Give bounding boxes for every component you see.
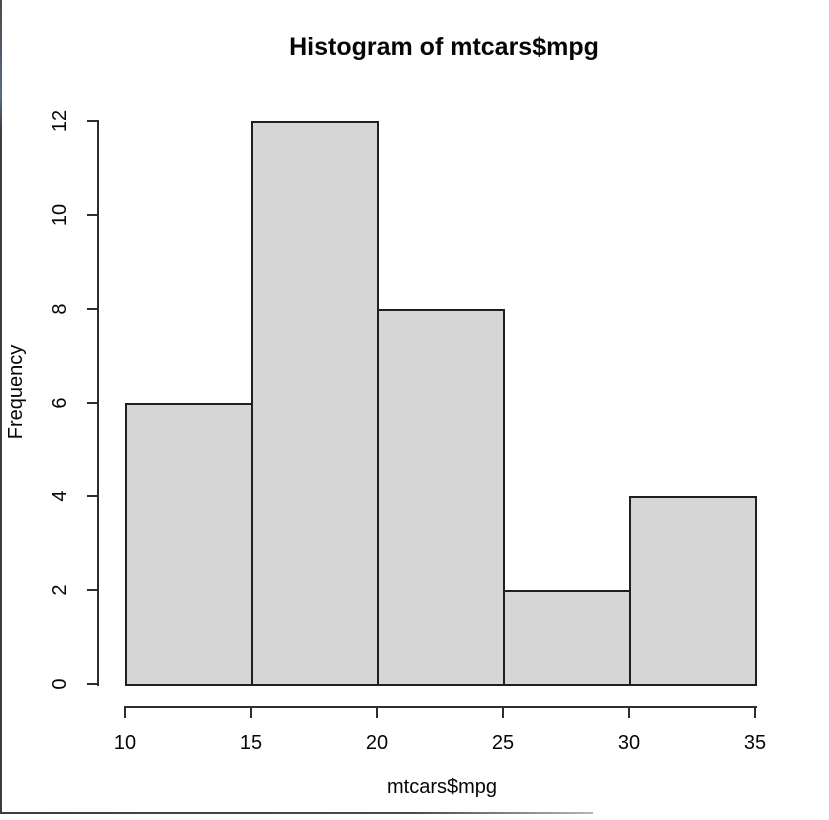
y-tick-label: 0 xyxy=(49,678,71,690)
y-tick-label: 6 xyxy=(49,397,71,409)
y-tick xyxy=(87,589,97,591)
y-axis-line xyxy=(97,120,99,686)
y-tick xyxy=(87,495,97,497)
x-tick xyxy=(502,708,504,718)
y-axis-title: Frequency xyxy=(5,344,27,440)
y-tick-label: 8 xyxy=(49,303,71,315)
x-tick-label: 20 xyxy=(365,732,389,754)
y-tick xyxy=(87,308,97,310)
histogram-bar xyxy=(125,403,253,686)
x-tick xyxy=(754,708,756,718)
y-tick xyxy=(87,120,97,122)
x-tick-label: 10 xyxy=(113,732,137,754)
histogram-bar xyxy=(629,496,757,686)
y-tick xyxy=(87,214,97,216)
x-tick-label: 35 xyxy=(743,732,767,754)
x-tick xyxy=(628,708,630,718)
histogram-bar xyxy=(503,590,631,686)
y-tick xyxy=(87,402,97,404)
y-tick-label: 12 xyxy=(49,109,71,133)
x-tick xyxy=(250,708,252,718)
x-tick-label: 25 xyxy=(491,732,515,754)
window-bottom-border xyxy=(0,812,593,814)
x-axis-line xyxy=(124,706,757,708)
window-left-border xyxy=(0,0,2,813)
y-tick-label: 2 xyxy=(49,584,71,596)
x-tick xyxy=(124,708,126,718)
x-tick xyxy=(376,708,378,718)
x-tick-label: 15 xyxy=(239,732,263,754)
y-tick-label: 4 xyxy=(49,490,71,502)
chart-title: Histogram of mtcars$mpg xyxy=(289,33,599,61)
x-tick-label: 30 xyxy=(617,732,641,754)
y-tick xyxy=(87,683,97,685)
y-tick-label: 10 xyxy=(49,203,71,227)
histogram-bar xyxy=(377,309,505,686)
histogram-bar xyxy=(251,121,379,686)
x-axis-title: mtcars$mpg xyxy=(386,776,498,798)
